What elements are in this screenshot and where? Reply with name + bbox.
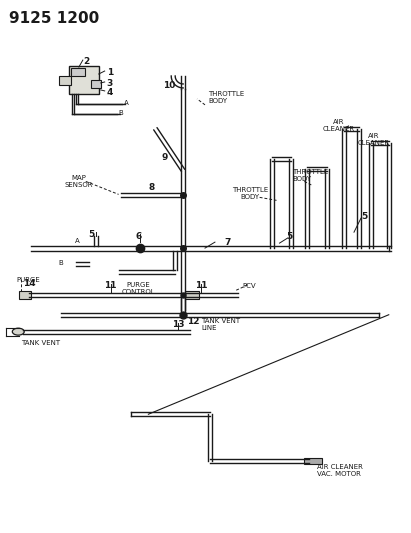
Bar	[59, 76, 71, 85]
Text: 9: 9	[161, 152, 168, 161]
Text: 2: 2	[84, 57, 90, 66]
Text: THROTTLE
BODY: THROTTLE BODY	[208, 91, 244, 104]
Text: A: A	[124, 100, 128, 106]
Text: 9125 1200: 9125 1200	[9, 11, 99, 26]
Text: AIR
CLEANER: AIR CLEANER	[358, 133, 390, 146]
Bar	[71, 68, 85, 76]
Text: 8: 8	[148, 183, 155, 192]
Text: 10: 10	[163, 81, 175, 90]
Text: 5: 5	[286, 232, 293, 241]
Text: 11: 11	[195, 281, 207, 290]
Bar	[185, 291, 199, 299]
Text: 5: 5	[361, 212, 367, 221]
Text: 1: 1	[107, 68, 113, 77]
Text: PURGE: PURGE	[16, 277, 40, 283]
Text: 14: 14	[23, 279, 36, 288]
Ellipse shape	[12, 328, 24, 335]
Text: 13: 13	[172, 320, 185, 329]
Text: A: A	[75, 238, 80, 244]
Text: TANK VENT: TANK VENT	[21, 340, 60, 345]
Text: TANK VENT
LINE: TANK VENT LINE	[201, 318, 240, 331]
Text: PURGE
CONTROL: PURGE CONTROL	[122, 282, 155, 295]
Text: 7: 7	[225, 238, 231, 247]
Text: THROTTLE
BODY: THROTTLE BODY	[231, 188, 268, 200]
Text: B: B	[119, 110, 123, 116]
Text: 3: 3	[107, 79, 113, 88]
Text: PCV: PCV	[243, 283, 256, 289]
Text: AIR CLEANER
VAC. MOTOR: AIR CLEANER VAC. MOTOR	[317, 464, 363, 477]
Bar	[69, 66, 99, 94]
Bar	[19, 291, 31, 299]
Bar	[91, 80, 101, 88]
Text: 5: 5	[89, 230, 95, 239]
Text: 12: 12	[187, 317, 200, 326]
Text: 11: 11	[104, 281, 117, 290]
Bar	[304, 458, 322, 464]
Text: 6: 6	[135, 232, 141, 241]
Text: 4: 4	[107, 88, 113, 97]
Text: B: B	[58, 260, 63, 266]
Text: MAP
SENSOR: MAP SENSOR	[65, 175, 93, 189]
Text: THROTTLE
BODY: THROTTLE BODY	[292, 168, 329, 182]
Text: AIR
CLEANER: AIR CLEANER	[323, 119, 355, 132]
